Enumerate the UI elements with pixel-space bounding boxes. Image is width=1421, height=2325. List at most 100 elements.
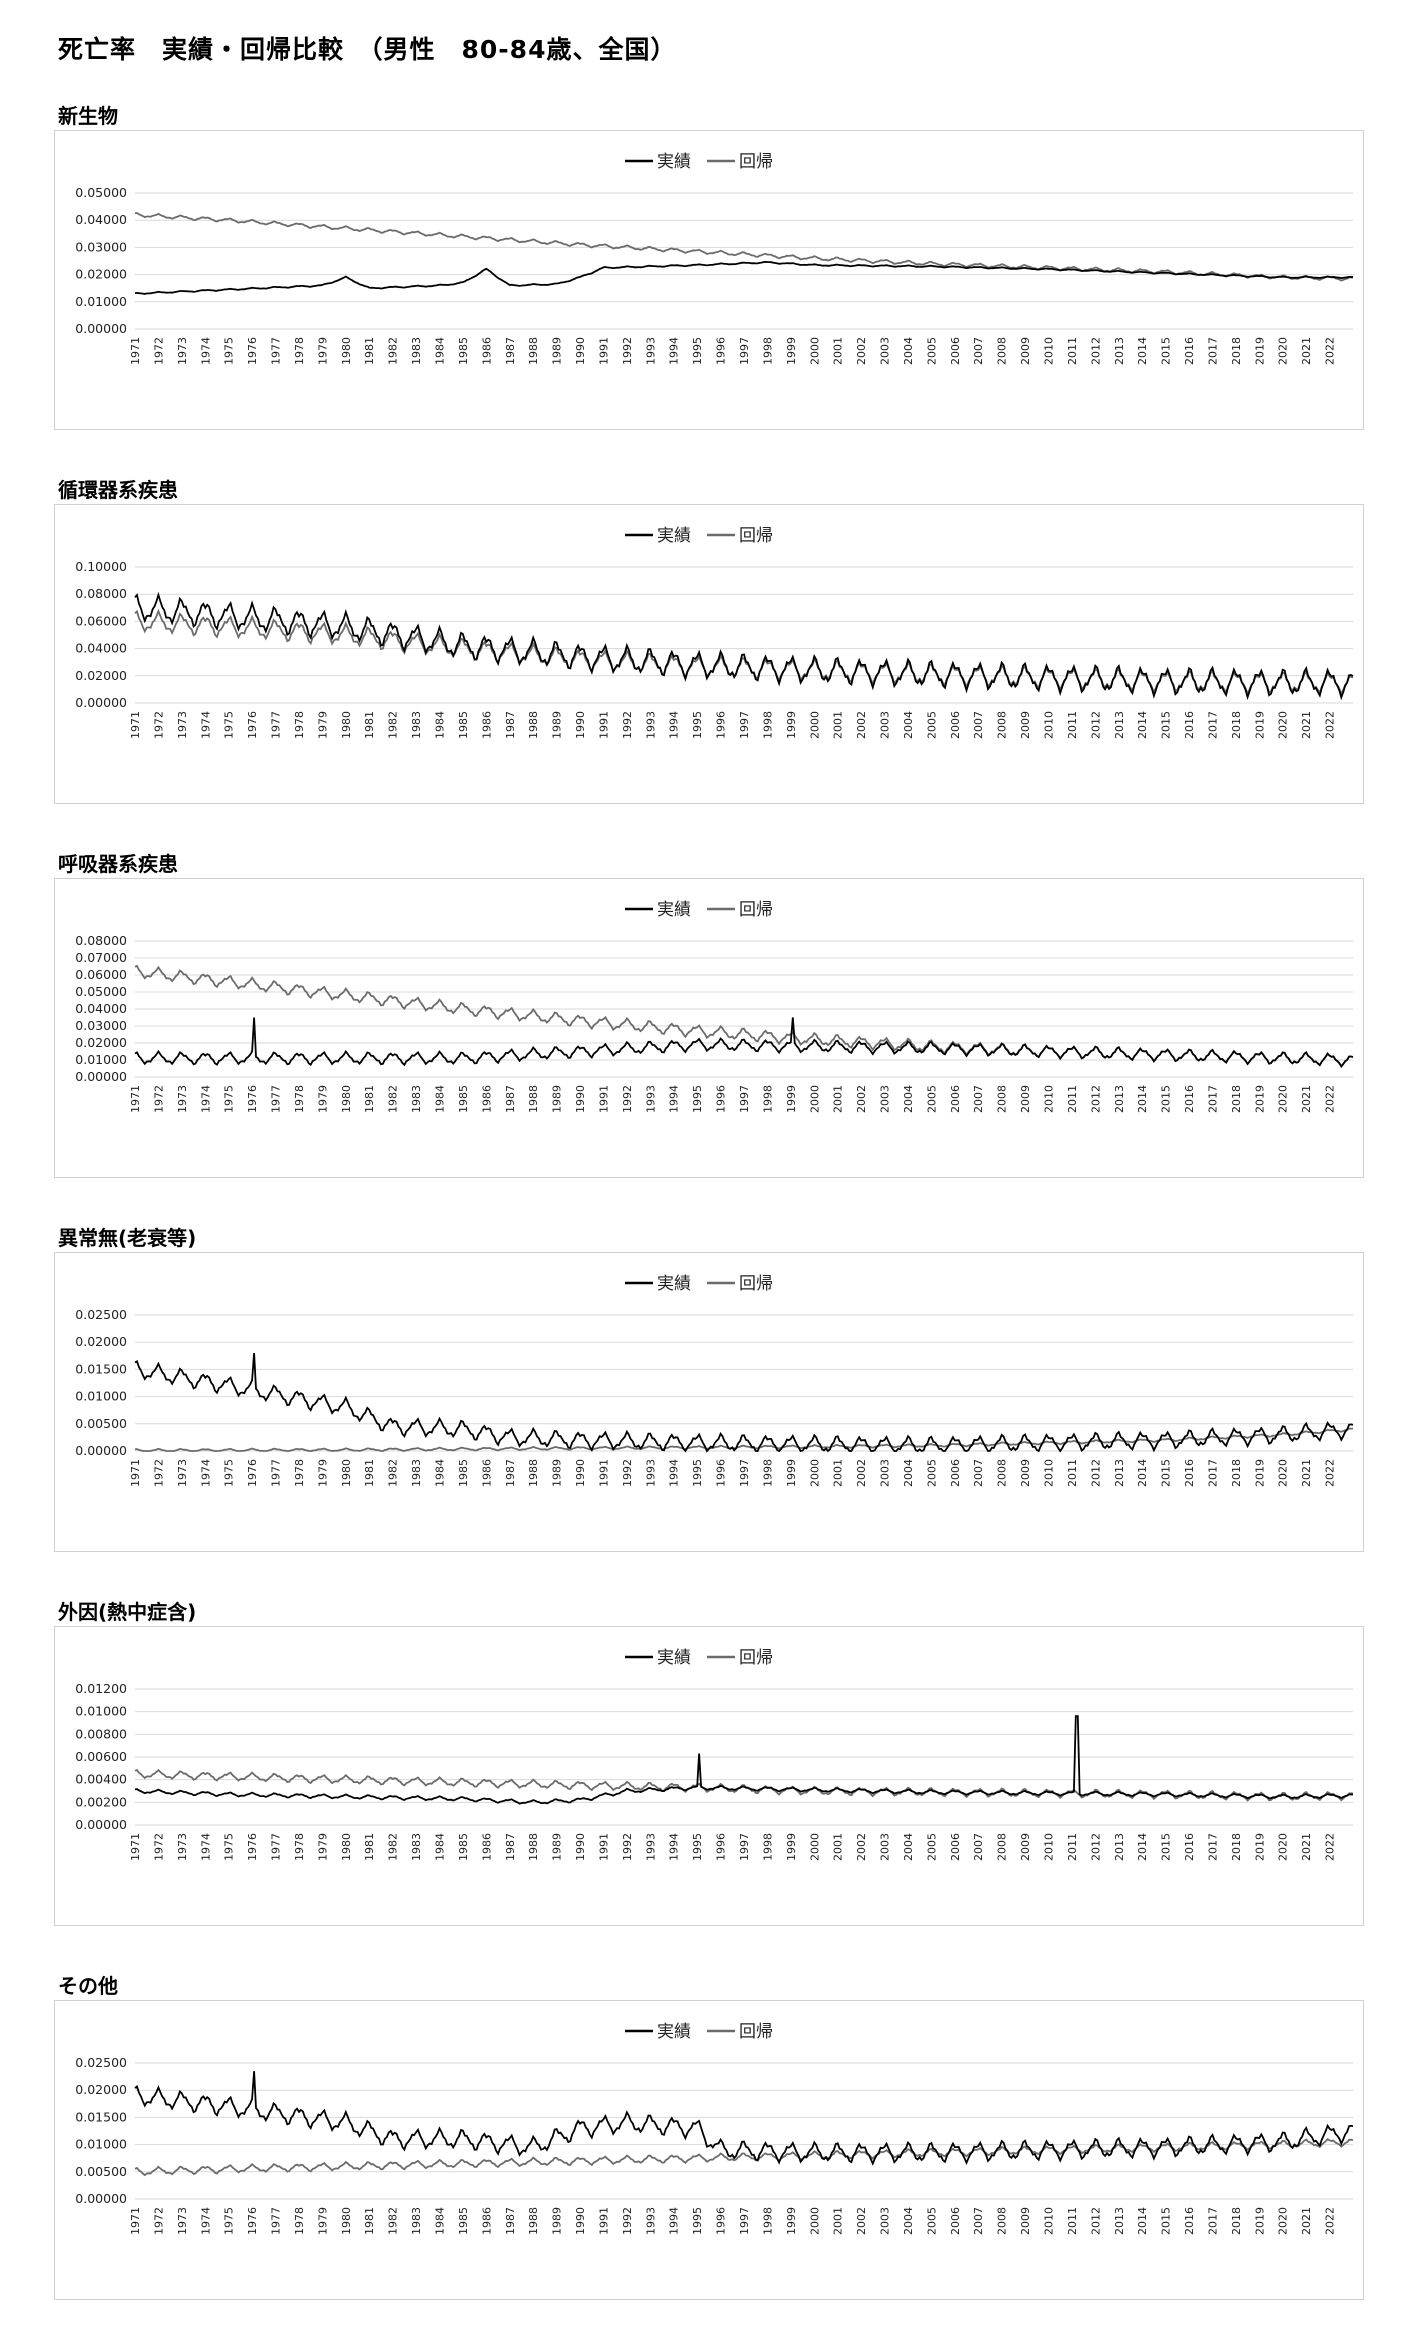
x-tick-label: 2011 — [1066, 1085, 1079, 1113]
x-tick-label: 1982 — [387, 1085, 400, 1113]
x-tick-label: 1973 — [176, 1085, 189, 1113]
x-tick-label: 1981 — [363, 337, 376, 365]
x-tick-label: 1975 — [223, 1459, 236, 1487]
chart-panel: 実績 回帰 0.00000 0.00200 0.00400 0.00600 0.00800 0… — [54, 1626, 1364, 1926]
x-tick-label: 2005 — [925, 1833, 938, 1861]
y-tick-label: 0.06000 — [75, 613, 127, 628]
x-tick-label: 1974 — [199, 1459, 212, 1487]
x-tick-label: 1986 — [480, 2207, 493, 2235]
x-tick-label: 2007 — [972, 1085, 985, 1113]
x-tick-label: 1992 — [621, 1459, 634, 1487]
x-tick-label: 1976 — [246, 711, 259, 739]
x-tick-label: 2016 — [1183, 2207, 1196, 2235]
x-tick-label: 2020 — [1277, 2207, 1290, 2235]
legend-actual-label: 実績 — [657, 526, 691, 546]
x-tick-label: 2021 — [1300, 1085, 1313, 1113]
x-tick-label: 2010 — [1043, 711, 1056, 739]
x-tick-label: 1972 — [152, 711, 165, 739]
x-tick-label: 2015 — [1160, 1459, 1173, 1487]
x-tick-label: 1996 — [715, 1085, 728, 1113]
x-tick-label: 1988 — [527, 1459, 540, 1487]
x-tick-label: 2008 — [996, 337, 1009, 365]
y-tick-label: 0.02000 — [75, 267, 127, 282]
x-tick-label: 2000 — [808, 711, 821, 739]
x-tick-label: 2014 — [1136, 1459, 1149, 1487]
x-tick-label: 1992 — [621, 2207, 634, 2235]
x-tick-label: 2010 — [1043, 2207, 1056, 2235]
x-tick-label: 2021 — [1300, 1833, 1313, 1861]
x-tick-label: 1985 — [457, 1459, 470, 1487]
line-chart: 実績 回帰 0.00000 0.00200 0.00400 0.00600 0.00800 0… — [75, 1648, 1354, 1861]
x-tick-label: 2013 — [1113, 1459, 1126, 1487]
x-tick-label: 1986 — [480, 1085, 493, 1113]
x-tick-label: 1991 — [597, 337, 610, 365]
x-tick-label: 1981 — [363, 1459, 376, 1487]
x-tick-label: 2015 — [1160, 1833, 1173, 1861]
x-tick-label: 1988 — [527, 711, 540, 739]
x-tick-label: 2007 — [972, 337, 985, 365]
y-tick-label: 0.01500 — [75, 1361, 127, 1376]
x-tick-label: 2005 — [925, 2207, 938, 2235]
x-tick-label: 1992 — [621, 337, 634, 365]
x-tick-label: 1973 — [176, 337, 189, 365]
x-tick-label: 2018 — [1230, 2207, 1243, 2235]
x-tick-label: 1987 — [504, 337, 517, 365]
y-tick-label: 0.00500 — [75, 2164, 127, 2179]
x-tick-label: 2004 — [902, 337, 915, 365]
x-tick-label: 2017 — [1206, 2207, 1219, 2235]
x-tick-label: 2018 — [1230, 1085, 1243, 1113]
x-tick-label: 2009 — [1019, 337, 1032, 365]
x-tick-label: 2022 — [1324, 711, 1337, 739]
x-tick-label: 1980 — [340, 1833, 353, 1861]
x-tick-label: 2015 — [1160, 1085, 1173, 1113]
x-tick-label: 1997 — [738, 1085, 751, 1113]
x-tick-label: 1980 — [340, 1459, 353, 1487]
x-tick-label: 2020 — [1277, 1459, 1290, 1487]
x-tick-label: 1972 — [152, 337, 165, 365]
x-tick-label: 2017 — [1206, 337, 1219, 365]
x-tick-label: 2021 — [1300, 711, 1313, 739]
x-tick-label: 1988 — [527, 2207, 540, 2235]
x-tick-label: 1990 — [574, 337, 587, 365]
x-tick-label: 2018 — [1230, 1459, 1243, 1487]
x-tick-label: 2006 — [949, 1833, 962, 1861]
x-tick-label: 1995 — [691, 711, 704, 739]
x-tick-label: 2009 — [1019, 2207, 1032, 2235]
x-tick-label: 1994 — [668, 337, 681, 365]
x-tick-label: 1994 — [668, 2207, 681, 2235]
x-tick-label: 2010 — [1043, 337, 1056, 365]
x-tick-label: 1985 — [457, 1833, 470, 1861]
x-tick-label: 1992 — [621, 711, 634, 739]
x-tick-label: 1991 — [597, 1085, 610, 1113]
y-tick-label: 0.04000 — [75, 641, 127, 656]
x-tick-label: 1973 — [176, 2207, 189, 2235]
x-tick-label: 2015 — [1160, 711, 1173, 739]
x-tick-label: 2014 — [1136, 2207, 1149, 2235]
x-tick-label: 1989 — [551, 711, 564, 739]
y-tick-label: 0.05000 — [75, 984, 127, 999]
x-tick-label: 2004 — [902, 1459, 915, 1487]
x-tick-label: 2019 — [1253, 2207, 1266, 2235]
x-tick-label: 1977 — [270, 711, 283, 739]
x-tick-label: 1982 — [387, 1459, 400, 1487]
series-regression-line — [134, 964, 1354, 1068]
x-tick-label: 2003 — [879, 711, 892, 739]
x-tick-label: 1980 — [340, 2207, 353, 2235]
x-tick-label: 2022 — [1324, 1459, 1337, 1487]
x-tick-label: 1994 — [668, 1085, 681, 1113]
x-tick-label: 1982 — [387, 2207, 400, 2235]
legend-regression-label: 回帰 — [739, 152, 773, 172]
x-tick-label: 1978 — [293, 711, 306, 739]
x-tick-label: 1975 — [223, 711, 236, 739]
y-tick-label: 0.04000 — [75, 212, 127, 227]
y-tick-label: 0.00000 — [75, 1443, 127, 1458]
x-tick-label: 1974 — [199, 337, 212, 365]
y-tick-label: 0.02500 — [75, 2055, 127, 2070]
series-actual-line — [134, 591, 1354, 701]
y-tick-label: 0.01200 — [75, 1681, 127, 1696]
x-tick-label: 2011 — [1066, 337, 1079, 365]
x-tick-label: 2006 — [949, 711, 962, 739]
x-tick-label: 2011 — [1066, 2207, 1079, 2235]
x-tick-label: 1973 — [176, 711, 189, 739]
chart-panel: 実績 回帰 0.00000 0.02000 0.04000 0.06000 0.08000 0… — [54, 504, 1364, 804]
